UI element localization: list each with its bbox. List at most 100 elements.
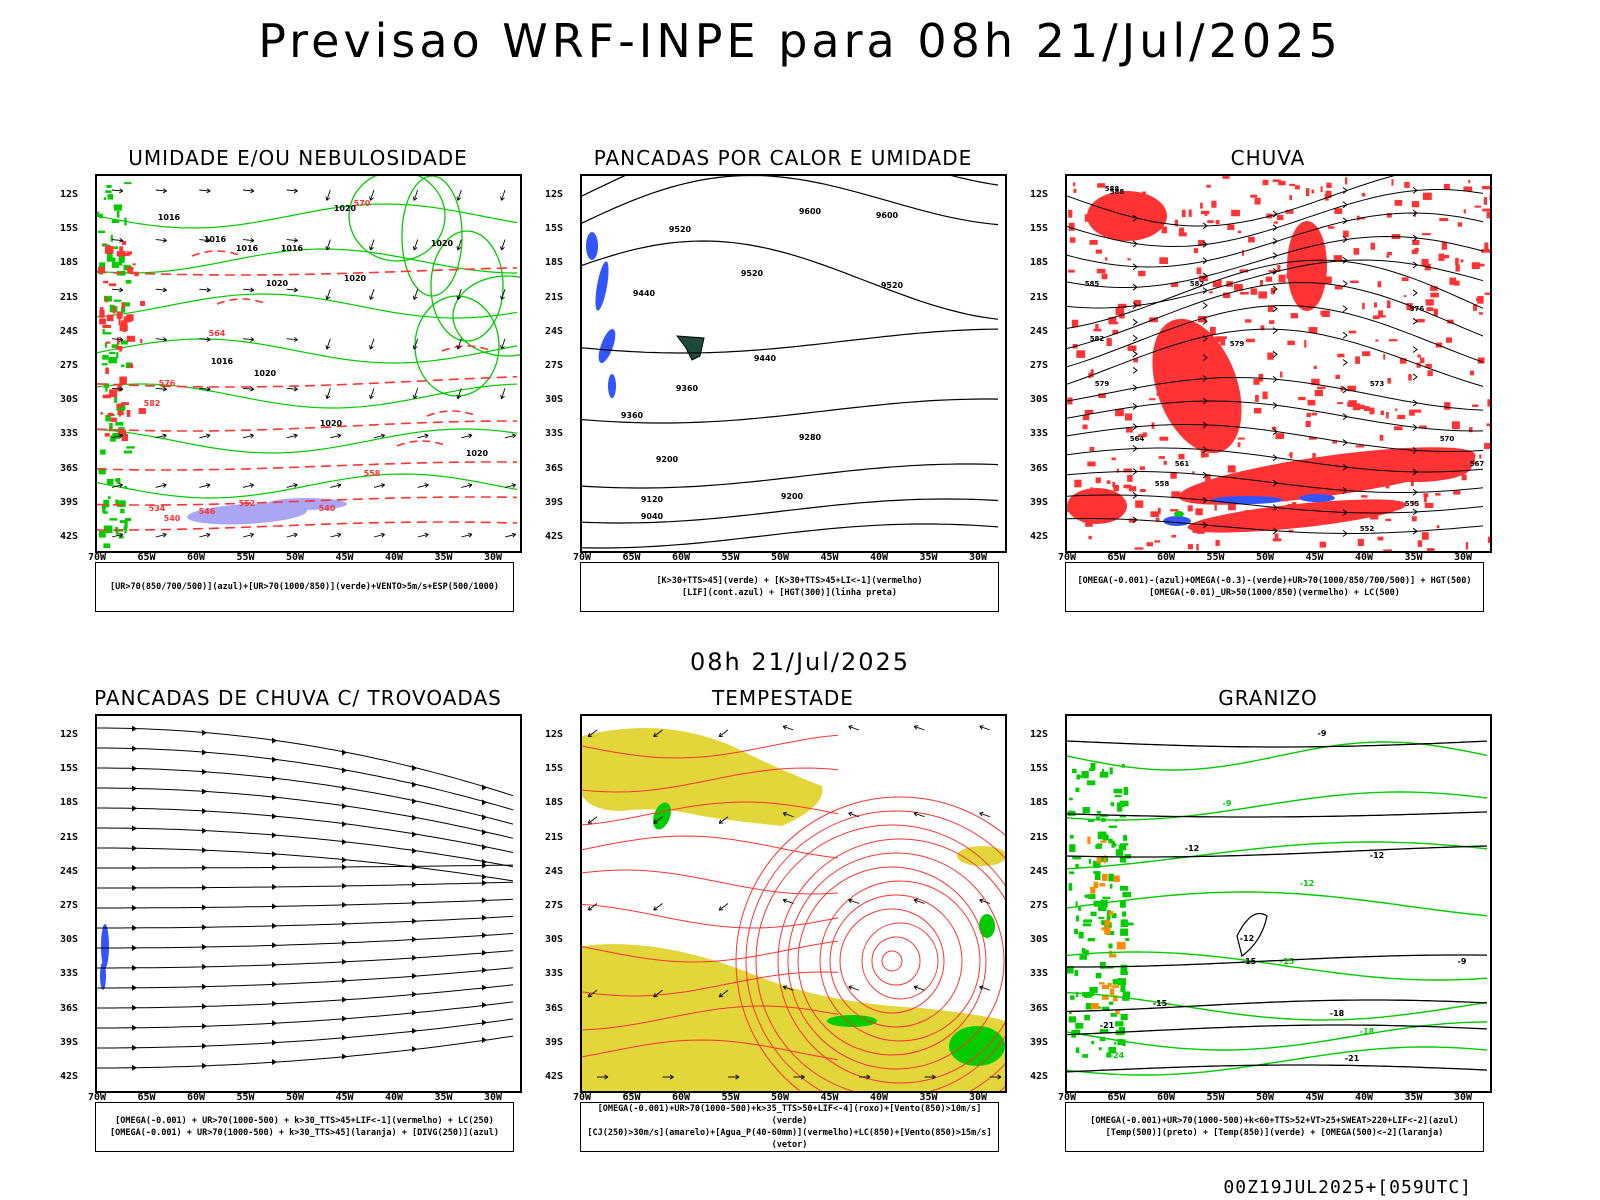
lat-tick: 12S [60,189,79,200]
svg-text:576: 576 [159,379,176,388]
lat-tick: 24S [545,865,564,877]
lat-tick: 33S [1030,428,1049,440]
lon-tick: 35W [1404,552,1423,563]
lon-tick: 60W [672,552,691,563]
lat-tick: 27S [545,900,564,911]
lat-tick: 18S [545,257,564,269]
lon-tick: 40W [870,552,889,563]
lon-tick: 65W [622,1092,641,1103]
lat-tick: 15S [60,223,79,235]
lat-tick: 36S [1030,462,1049,474]
lon-tick: 50W [286,552,305,563]
panel-legend: [K>30+TTS>45](verde) + [K>30+TTS>45+LI<-… [580,562,999,612]
lat-tick: 33S [60,428,79,440]
svg-text:-18: -18 [1330,1009,1345,1018]
lat-tick: 15S [545,763,564,775]
svg-text:582: 582 [1190,280,1205,288]
svg-text:9520: 9520 [669,225,692,234]
svg-text:-9: -9 [1318,729,1327,738]
panel-title: CHUVA [1230,146,1306,170]
lon-tick: 65W [1107,1092,1126,1103]
lat-tick: 18S [60,257,79,269]
svg-text:540: 540 [319,504,336,513]
lon-tick: 70W [88,1092,107,1103]
lon-tick: 55W [236,552,255,563]
lat-tick: 39S [1030,496,1049,508]
lat-tick: 36S [60,462,79,474]
lon-tick: 45W [820,552,839,563]
svg-text:-24: -24 [1110,1051,1125,1060]
lat-tick: 12S [60,729,79,740]
legend-line: [OMEGA(-0.001) + UR>70(1000-500) + k>30_… [115,1116,494,1126]
svg-text:9040: 9040 [641,512,664,521]
svg-text:570: 570 [1440,435,1455,443]
forecast-subtitle: 08h 21/Jul/2025 [689,648,911,676]
map-canvas: 1016 1016 1016 1016 1020 1020 1020 1020 1016 1020… [97,176,520,548]
run-timestamp: 00Z19JUL2025+[059UTC] [1223,1177,1472,1198]
lon-tick: 50W [286,1092,305,1103]
lat-tick: 12S [1030,189,1049,200]
svg-text:579: 579 [1230,340,1245,348]
svg-text:564: 564 [1130,435,1145,443]
lat-tick: 15S [60,763,79,775]
svg-text:1016: 1016 [204,235,227,244]
lon-tick: 70W [1058,552,1077,563]
svg-text:534: 534 [149,504,166,513]
svg-text:1020: 1020 [344,274,367,283]
panel-legend: [OMEGA(-0.001)+UR>70(1000-500)+k>35_TTS>… [580,1102,999,1152]
lat-tick: 24S [545,325,564,337]
lon-tick: 35W [434,1092,453,1103]
map-canvas: 588 582 579 576 573 570 567 564 561 558 555 552 588 5… [1067,176,1490,551]
panel-tempestade: TEMPESTADE 12S 15S 18S 21S 24S 27S 30S 33S 36S 39S… [543,686,1023,1166]
panel-granizo: GRANIZO -9 -9 -12 -12 -12 -12 -15 -15 -15 -18 -18 -2… [1028,686,1508,1166]
lat-tick: 42S [1030,1071,1049,1082]
svg-text:588: 588 [1105,185,1120,193]
lat-tick: 39S [60,496,79,508]
panel-title: UMIDADE E/OU NEBULOSIDADE [128,146,468,170]
svg-text:-9: -9 [1458,957,1467,966]
legend-line: [K>30+TTS>45](verde) + [K>30+TTS>45+LI<-… [656,576,923,586]
svg-text:1020: 1020 [320,419,343,428]
lon-tick: 30W [969,552,988,563]
svg-text:-18: -18 [1360,1027,1375,1036]
lon-tick: 70W [573,1092,592,1103]
lon-tick: 65W [622,552,641,563]
lat-tick: 21S [1030,291,1049,303]
lat-tick: 27S [1030,900,1049,911]
svg-text:1016: 1016 [236,244,259,253]
map-umidade: 1016 1016 1016 1016 1020 1020 1020 1020 1016 1020… [95,174,522,553]
panel-pancadas-calor: PANCADAS POR CALOR E UMIDADE 9600 9600 9520… [543,146,1023,626]
svg-text:1020: 1020 [466,449,489,458]
lon-tick: 45W [1305,552,1324,563]
lat-tick: 42S [1030,531,1049,542]
lat-tick: 15S [1030,223,1049,235]
lon-tick: 50W [771,1092,790,1103]
lon-tick: 30W [484,552,503,563]
panel-legend: [OMEGA(-0.001) + UR>70(1000-500) + k>30_… [95,1102,514,1152]
panel-trovoadas: PANCADAS DE CHUVA C/ TROVOADAS 12S 15S 18S 2… [58,686,538,1166]
legend-line: [OMEGA(-0.001)+UR>70(1000-500)+k<60+TTS>… [1090,1116,1459,1126]
lat-tick: 21S [1030,831,1049,843]
panel-umidade: UMIDADE E/OU NEBULOSIDADE 1016 1016 1016 101… [58,146,538,626]
lat-tick: 30S [545,394,564,406]
svg-text:9440: 9440 [633,289,656,298]
svg-text:9200: 9200 [781,492,804,501]
lat-tick: 12S [1030,729,1049,740]
lat-tick: 39S [545,1036,564,1048]
lat-tick: 12S [545,189,564,200]
lat-tick: 18S [60,797,79,809]
svg-text:1016: 1016 [211,357,234,366]
lon-tick: 50W [771,552,790,563]
svg-text:567: 567 [1470,460,1485,468]
lon-tick: 30W [484,1092,503,1103]
lon-tick: 55W [721,552,740,563]
lon-tick: 45W [820,1092,839,1103]
svg-text:-15: -15 [1153,999,1168,1008]
lon-tick: 60W [187,552,206,563]
lat-tick: 36S [1030,1002,1049,1014]
lat-tick: 18S [1030,797,1049,809]
svg-text:9600: 9600 [799,207,822,216]
svg-text:552: 552 [1360,525,1375,533]
svg-text:582: 582 [144,399,161,408]
lat-tick: 24S [60,865,79,877]
